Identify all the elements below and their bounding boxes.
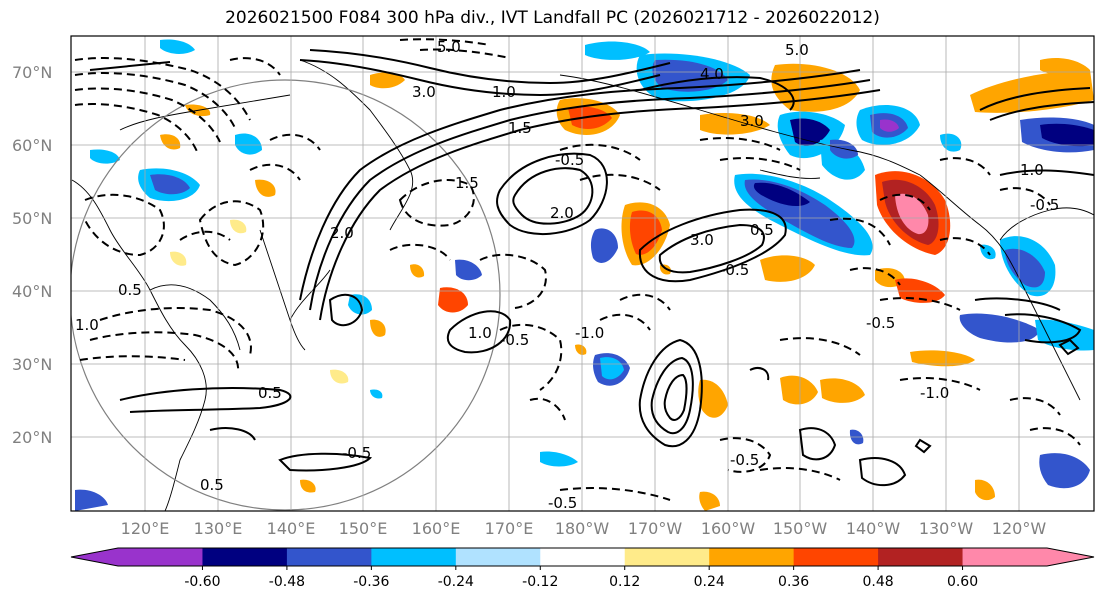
colorbar-segment bbox=[962, 548, 1048, 566]
colorbar-underflow-triangle bbox=[71, 548, 118, 566]
contour-label: 1.5 bbox=[455, 174, 479, 192]
colorbar-tick-label: -0.24 bbox=[438, 574, 474, 590]
lon-label: 140°E bbox=[267, 519, 316, 538]
contour-label: -0.5 bbox=[342, 444, 371, 462]
colorbar-segment bbox=[709, 548, 795, 566]
lon-label: 160°W bbox=[701, 519, 756, 538]
lon-label: 120°W bbox=[992, 519, 1047, 538]
lon-label: 180°W bbox=[555, 519, 610, 538]
contour-label: -0.5 bbox=[555, 151, 584, 169]
lon-label: 150°E bbox=[339, 519, 388, 538]
colorbar-tick-label: 0.60 bbox=[947, 574, 978, 590]
contour-label: 1.0 bbox=[492, 83, 516, 101]
contour-label: 0.5 bbox=[200, 476, 224, 494]
lon-label: 130°E bbox=[194, 519, 243, 538]
contour-label: 2.0 bbox=[330, 224, 354, 242]
contour-labels: 5.0 3.0 1.0 5.0 4.0 3.0 1.5 -0.5 2.0 3.0… bbox=[75, 38, 1059, 512]
map-title: 2026021500 F084 300 hPa div., IVT Landfa… bbox=[225, 8, 880, 28]
contour-label: -0.5 bbox=[548, 494, 577, 512]
contour-label: 5.0 bbox=[785, 41, 809, 59]
lon-label: 140°W bbox=[846, 519, 901, 538]
longitude-labels: 120°E 130°E 140°E 150°E 160°E 170°E 180°… bbox=[121, 519, 1047, 538]
lon-label: 160°E bbox=[412, 519, 461, 538]
coastlines bbox=[71, 59, 1094, 511]
contour-label: 2.0 bbox=[550, 204, 574, 222]
colorbar-segment bbox=[624, 548, 710, 566]
positive-contours bbox=[89, 49, 1094, 487]
lat-label: 70°N bbox=[12, 63, 52, 82]
contour-label: 4.0 bbox=[700, 65, 724, 83]
negative-contours bbox=[74, 38, 1081, 501]
colorbar-segment bbox=[455, 548, 541, 566]
contour-label: -0.5 bbox=[720, 261, 749, 279]
contour-label: 1.5 bbox=[508, 119, 532, 137]
colorbar-tick-label: 0.12 bbox=[609, 574, 640, 590]
colorbar-tick-label: 0.24 bbox=[694, 574, 725, 590]
colorbar-segment bbox=[118, 548, 203, 566]
contour-label: 3.0 bbox=[412, 83, 436, 101]
gridlines bbox=[71, 36, 1094, 511]
lat-label: 50°N bbox=[12, 209, 52, 228]
colorbar-segment bbox=[878, 548, 964, 566]
colorbar-segment bbox=[540, 548, 626, 566]
contour-label: -0.5 bbox=[730, 451, 759, 469]
contour-label: 3.0 bbox=[740, 112, 764, 130]
lon-label: 120°E bbox=[121, 519, 170, 538]
lat-label: 60°N bbox=[12, 136, 52, 155]
contour-label: 0.5 bbox=[258, 384, 282, 402]
colorbar-tick-label: 0.36 bbox=[778, 574, 809, 590]
lon-label: 150°W bbox=[773, 519, 828, 538]
contour-label: 0.5 bbox=[118, 281, 142, 299]
colorbar-overflow-triangle bbox=[1047, 548, 1094, 566]
latitude-labels: 70°N 60°N 50°N 40°N 30°N 20°N bbox=[12, 63, 52, 447]
contour-label: -1.0 bbox=[920, 384, 949, 402]
colorbar-tick-label: -0.36 bbox=[353, 574, 389, 590]
colorbar-tick-label: -0.60 bbox=[184, 574, 220, 590]
landfall-radius-circle bbox=[71, 79, 501, 511]
contour-label: -1.0 bbox=[575, 324, 604, 342]
lat-label: 20°N bbox=[12, 428, 52, 447]
lat-label: 30°N bbox=[12, 355, 52, 374]
map-frame bbox=[70, 35, 1095, 512]
colorbar-segment bbox=[286, 548, 372, 566]
lon-label: 130°W bbox=[919, 519, 974, 538]
contour-label: -0.5 bbox=[500, 331, 529, 349]
colorbar-tick-label: 0.48 bbox=[863, 574, 894, 590]
lat-label: 40°N bbox=[12, 282, 52, 301]
colorbar-segment bbox=[371, 548, 457, 566]
contour-label: 3.0 bbox=[690, 231, 714, 249]
lon-label: 170°E bbox=[485, 519, 534, 538]
contour-label: 1.0 bbox=[75, 316, 99, 334]
colorbar-segment bbox=[793, 548, 879, 566]
colorbar-outline bbox=[70, 547, 1095, 567]
contour-label: -0.5 bbox=[866, 314, 895, 332]
lon-label: 170°W bbox=[628, 519, 683, 538]
contour-label: 1.0 bbox=[1020, 161, 1044, 179]
contour-label: -0.5 bbox=[1030, 196, 1059, 214]
colorbar-segment bbox=[202, 548, 288, 566]
contour-label: 0.5 bbox=[750, 221, 774, 239]
contour-label: 5.0 bbox=[437, 38, 461, 56]
contour-label: 1.0 bbox=[468, 324, 492, 342]
colorbar: -0.60 -0.48 -0.36 -0.24 -0.12 0.12 0.24 0.36 0.4… bbox=[70, 547, 1095, 590]
colorbar-tick-label: -0.12 bbox=[522, 574, 558, 590]
colorbar-tick-label: -0.48 bbox=[269, 574, 305, 590]
